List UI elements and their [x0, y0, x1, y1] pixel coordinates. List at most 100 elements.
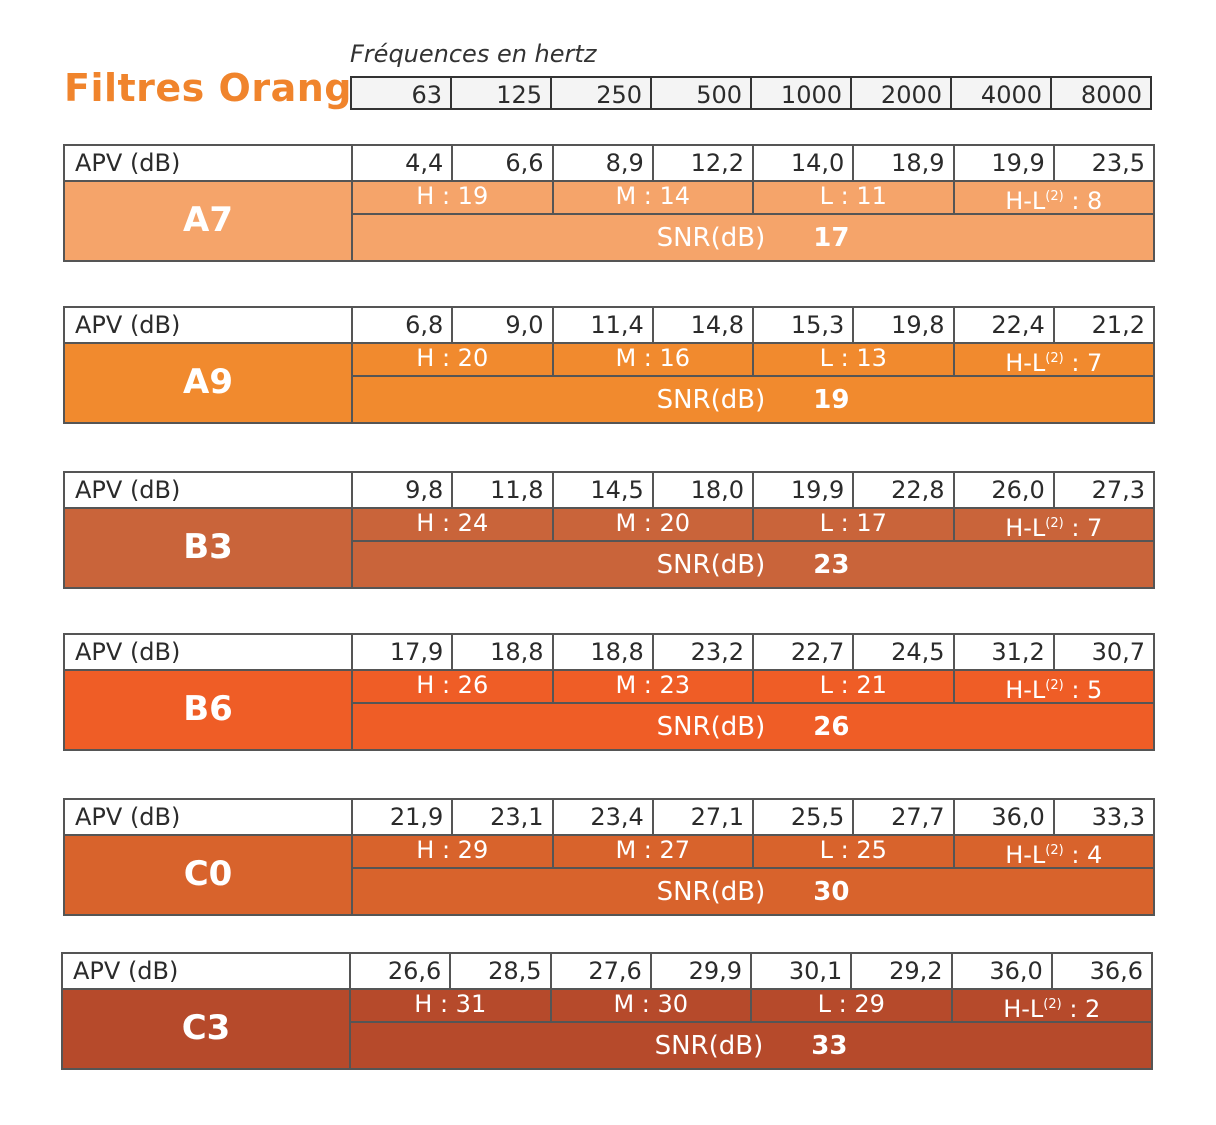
apv-value-cell: 19,8: [854, 308, 955, 342]
apv-value-cell: 9,8: [353, 473, 454, 507]
snr-row: SNR(dB) 30: [353, 869, 1153, 914]
frequency-cell: 1000: [752, 78, 852, 109]
apv-value-cell: 27,6: [552, 954, 652, 988]
apv-values: 26,6 28,5 27,6 29,9 30,1 29,2 36,0 36,6: [351, 954, 1151, 988]
hl-suffix: : 7: [1063, 349, 1103, 377]
snr-value: 33: [811, 1030, 848, 1061]
hml-row: H : 29 M : 27 L : 25 H-L(2) : 4: [353, 834, 1153, 869]
frequency-cell: 4000: [952, 78, 1052, 109]
apv-value-cell: 6,8: [353, 308, 454, 342]
filter-name: C0: [65, 834, 353, 914]
h-value: H : 24: [353, 507, 554, 540]
hl-suffix: : 2: [1061, 995, 1101, 1023]
frequency-cell: 250: [552, 78, 652, 109]
apv-value-cell: 23,5: [1091, 149, 1145, 177]
filter-block-a9: APV (dB) 6,8 9,0 11,4 14,8 15,3 19,8 22,4 21,2 A9…: [63, 306, 1155, 424]
apv-row: APV (dB) 4,4 6,6 8,9 12,2 14,0 18,9 19,9 23,5: [65, 146, 1153, 182]
l-value: L : 17: [754, 507, 955, 540]
apv-value-cell: 28,5: [451, 954, 552, 988]
m-value: M : 14: [554, 180, 754, 213]
hl-prefix: H-L: [1005, 187, 1046, 215]
apv-value-cell: 22,4: [955, 308, 1055, 342]
apv-value-cell: 19,9: [754, 473, 855, 507]
filter-block-b3: APV (dB) 9,8 11,8 14,5 18,0 19,9 22,8 26,0 27,3 B…: [63, 471, 1155, 589]
apv-value-cell: 36,6: [1089, 957, 1143, 985]
frequency-cell: 8000: [1080, 81, 1142, 109]
apv-value-cell: 11,4: [554, 308, 654, 342]
apv-label: APV (dB): [63, 954, 351, 988]
apv-value-cell: 24,5: [854, 635, 955, 669]
apv-value-cell: 30,1: [752, 954, 853, 988]
m-value: M : 30: [552, 988, 752, 1021]
l-value: L : 21: [754, 669, 955, 702]
snr-label: SNR(dB): [656, 222, 766, 253]
hml-row: H : 19 M : 14 L : 11 H-L(2) : 8: [353, 180, 1153, 215]
filter-block-b6: APV (dB) 17,9 18,8 18,8 23,2 22,7 24,5 31,2 30,7…: [63, 633, 1155, 751]
m-value: M : 23: [554, 669, 754, 702]
apv-value-cell: 26,6: [351, 954, 452, 988]
hl-prefix: H-L: [1005, 514, 1046, 542]
apv-row: APV (dB) 9,8 11,8 14,5 18,0 19,9 22,8 26,0 27,3: [65, 473, 1153, 509]
apv-values: 21,9 23,1 23,4 27,1 25,5 27,7 36,0 33,3: [353, 800, 1153, 834]
frequency-cell: 63: [352, 78, 452, 109]
apv-value-cell: 31,2: [955, 635, 1055, 669]
hl-value: H-L(2) : 5: [955, 669, 1154, 704]
apv-value-cell: 36,0: [953, 954, 1053, 988]
apv-row: APV (dB) 21,9 23,1 23,4 27,1 25,5 27,7 36,0 33,3: [65, 800, 1153, 836]
h-value: H : 26: [353, 669, 554, 702]
hl-footnote: (2): [1045, 189, 1064, 204]
filter-name: C3: [63, 988, 351, 1068]
apv-label: APV (dB): [65, 635, 353, 669]
snr-value: 17: [813, 222, 850, 253]
apv-value-cell: 21,9: [353, 800, 454, 834]
hl-footnote: (2): [1043, 997, 1062, 1012]
hl-suffix: : 7: [1063, 514, 1103, 542]
h-value: H : 19: [353, 180, 554, 213]
filter-block-c0: APV (dB) 21,9 23,1 23,4 27,1 25,5 27,7 36,0 33,3…: [63, 798, 1155, 916]
apv-values: 9,8 11,8 14,5 18,0 19,9 22,8 26,0 27,3: [353, 473, 1153, 507]
hml-row: H : 26 M : 23 L : 21 H-L(2) : 5: [353, 669, 1153, 704]
apv-value-cell: 27,7: [854, 800, 955, 834]
l-value: L : 11: [754, 180, 955, 213]
apv-value-cell: 29,2: [852, 954, 953, 988]
m-value: M : 27: [554, 834, 754, 867]
snr-row: SNR(dB) 19: [353, 377, 1153, 422]
hl-footnote: (2): [1045, 516, 1064, 531]
hl-value: H-L(2) : 2: [953, 988, 1152, 1023]
snr-label: SNR(dB): [656, 384, 766, 415]
apv-values: 6,8 9,0 11,4 14,8 15,3 19,8 22,4 21,2: [353, 308, 1153, 342]
apv-value-cell: 23,4: [554, 800, 654, 834]
frequency-cell: 125: [452, 78, 552, 109]
l-value: L : 13: [754, 342, 955, 375]
apv-value-cell: 23,1: [453, 800, 554, 834]
snr-value: 19: [813, 384, 850, 415]
hl-footnote: (2): [1045, 678, 1064, 693]
hml-row: H : 31 M : 30 L : 29 H-L(2) : 2: [351, 988, 1151, 1023]
snr-value: 26: [813, 711, 850, 742]
apv-value-cell: 25,5: [754, 800, 855, 834]
frequency-header-table: 63 125 250 500 1000 2000 4000 8000: [350, 76, 1152, 110]
hl-footnote: (2): [1045, 843, 1064, 858]
hml-row: H : 24 M : 20 L : 17 H-L(2) : 7: [353, 507, 1153, 542]
hl-footnote: (2): [1045, 351, 1064, 366]
apv-value-cell: 19,9: [955, 146, 1055, 180]
hl-suffix: : 8: [1063, 187, 1103, 215]
filter-block-a7: APV (dB) 4,4 6,6 8,9 12,2 14,0 18,9 19,9 23,5 A7 H…: [63, 144, 1155, 262]
apv-row: APV (dB) 26,6 28,5 27,6 29,9 30,1 29,2 36,0 36,6: [63, 954, 1151, 990]
l-value: L : 29: [752, 988, 953, 1021]
apv-value-cell: 18,9: [854, 146, 955, 180]
snr-label: SNR(dB): [656, 711, 766, 742]
apv-value-cell: 18,8: [554, 635, 654, 669]
hl-prefix: H-L: [1003, 995, 1044, 1023]
apv-value-cell: 21,2: [1091, 311, 1145, 339]
apv-value-cell: 14,0: [754, 146, 855, 180]
frequency-caption: Fréquences en hertz: [350, 40, 597, 68]
apv-value-cell: 36,0: [955, 800, 1055, 834]
page-title: Filtres Orange: [64, 66, 379, 110]
filter-name: B6: [65, 669, 353, 749]
hl-suffix: : 4: [1063, 841, 1103, 869]
apv-label: APV (dB): [65, 800, 353, 834]
h-value: H : 29: [353, 834, 554, 867]
apv-value-cell: 26,0: [955, 473, 1055, 507]
hl-value: H-L(2) : 7: [955, 342, 1154, 377]
